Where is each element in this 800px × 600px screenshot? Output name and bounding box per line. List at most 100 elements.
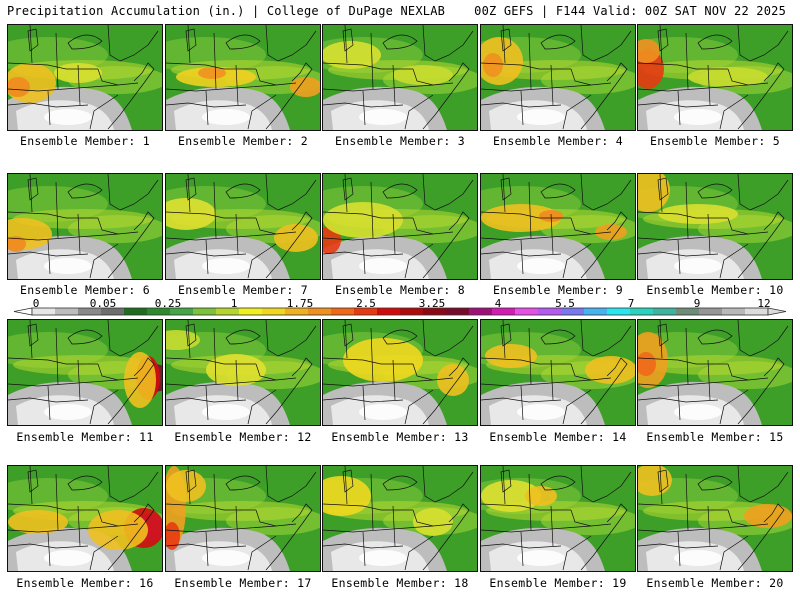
precip-map <box>323 466 477 571</box>
precip-map <box>481 320 635 425</box>
colorbar-tick-label: 5.5 <box>555 297 575 310</box>
colorbar-swatch <box>101 308 125 315</box>
ensemble-member-label: Ensemble Member: 19 <box>489 576 627 590</box>
ensemble-member-label: Ensemble Member: 4 <box>492 134 624 148</box>
colorbar-tick-label: 0.05 <box>89 297 117 310</box>
colorbar-swatch <box>331 308 355 315</box>
precip-map <box>323 25 477 130</box>
precip-map <box>166 25 320 130</box>
colorbar-tick-label: 0.25 <box>154 297 182 310</box>
colorbar-swatch <box>55 308 79 315</box>
ensemble-member-label: Ensemble Member: 12 <box>174 430 312 444</box>
ensemble-map-panel <box>165 319 321 426</box>
chart-title: Precipitation Accumulation (in.) | Colle… <box>7 4 446 18</box>
colorbar-tick-label: 1 <box>230 297 238 310</box>
colorbar-swatch <box>492 308 516 315</box>
ensemble-map-panel <box>480 465 636 572</box>
precip-map <box>323 320 477 425</box>
colorbar-tick-label: 0 <box>32 297 40 310</box>
precip-map <box>8 320 162 425</box>
colorbar-tick-label: 7 <box>627 297 635 310</box>
colorbar-swatch <box>147 308 171 315</box>
run-valid-info: 00Z GEFS | F144 Valid: 00Z SAT NOV 22 20… <box>474 4 786 18</box>
colorbar-swatch <box>377 308 401 315</box>
ensemble-map-panel <box>165 24 321 131</box>
precip-map <box>8 466 162 571</box>
ensemble-map-panel <box>7 465 163 572</box>
colorbar-swatch <box>354 308 378 315</box>
precipitation-colorbar <box>13 307 787 316</box>
ensemble-member-label: Ensemble Member: 11 <box>16 430 154 444</box>
precip-map <box>323 174 477 279</box>
colorbar-tick-label: 3.25 <box>418 297 446 310</box>
ensemble-member-label: Ensemble Member: 18 <box>331 576 469 590</box>
ensemble-map-panel <box>322 173 478 280</box>
colorbar-swatch <box>285 308 309 315</box>
colorbar-swatch <box>262 308 286 315</box>
colorbar-swatch <box>515 308 539 315</box>
colorbar-swatch <box>193 308 217 315</box>
precip-map <box>481 25 635 130</box>
ensemble-map-panel <box>7 319 163 426</box>
ensemble-member-label: Ensemble Member: 5 <box>649 134 781 148</box>
colorbar-swatch <box>561 308 585 315</box>
ensemble-map-panel <box>637 465 793 572</box>
colorbar-swatch <box>170 308 194 315</box>
ensemble-map-panel <box>637 24 793 131</box>
precip-map <box>638 174 792 279</box>
colorbar-tick-label: 9 <box>693 297 701 310</box>
ensemble-member-label: Ensemble Member: 3 <box>334 134 466 148</box>
ensemble-member-label: Ensemble Member: 1 <box>19 134 151 148</box>
ensemble-member-label: Ensemble Member: 7 <box>177 283 309 297</box>
colorbar-swatch <box>607 308 631 315</box>
colorbar-swatch <box>446 308 470 315</box>
ensemble-map-panel <box>637 173 793 280</box>
colorbar-swatch <box>699 308 723 315</box>
ensemble-member-label: Ensemble Member: 9 <box>492 283 624 297</box>
ensemble-member-label: Ensemble Member: 17 <box>174 576 312 590</box>
colorbar-high-arrow <box>767 307 787 316</box>
precip-map <box>638 466 792 571</box>
colorbar-tick-label: 1.75 <box>286 297 314 310</box>
precip-map <box>638 25 792 130</box>
ensemble-map-panel <box>480 173 636 280</box>
precip-map <box>166 466 320 571</box>
precip-map <box>8 25 162 130</box>
ensemble-map-panel <box>480 319 636 426</box>
ensemble-member-label: Ensemble Member: 8 <box>334 283 466 297</box>
colorbar-swatch <box>423 308 447 315</box>
ensemble-member-label: Ensemble Member: 10 <box>646 283 784 297</box>
colorbar-tick-label: 12 <box>757 297 771 310</box>
precip-map <box>166 174 320 279</box>
colorbar-swatch <box>216 308 240 315</box>
ensemble-member-label: Ensemble Member: 13 <box>331 430 469 444</box>
colorbar-swatch <box>538 308 562 315</box>
precip-map <box>8 174 162 279</box>
ensemble-map-panel <box>165 173 321 280</box>
colorbar-swatch <box>32 308 56 315</box>
ensemble-map-panel <box>7 24 163 131</box>
ensemble-map-panel <box>165 465 321 572</box>
ensemble-member-label: Ensemble Member: 15 <box>646 430 784 444</box>
colorbar-swatch <box>722 308 746 315</box>
colorbar-swatch <box>124 308 148 315</box>
ensemble-member-label: Ensemble Member: 2 <box>177 134 309 148</box>
colorbar-swatch <box>78 308 102 315</box>
colorbar-tick-label: 2.5 <box>356 297 376 310</box>
colorbar-swatch <box>630 308 654 315</box>
colorbar-swatch <box>745 308 769 315</box>
colorbar-swatch <box>239 308 263 315</box>
precip-map <box>166 320 320 425</box>
colorbar-swatch <box>584 308 608 315</box>
colorbar-swatch <box>400 308 424 315</box>
colorbar-low-arrow <box>13 307 33 316</box>
colorbar-tick-label: 4 <box>494 297 502 310</box>
ensemble-map-panel <box>322 24 478 131</box>
ensemble-map-panel <box>322 465 478 572</box>
precip-map <box>638 320 792 425</box>
ensemble-map-panel <box>637 319 793 426</box>
ensemble-map-panel <box>7 173 163 280</box>
ensemble-member-label: Ensemble Member: 20 <box>646 576 784 590</box>
ensemble-map-panel <box>480 24 636 131</box>
colorbar-swatch <box>469 308 493 315</box>
